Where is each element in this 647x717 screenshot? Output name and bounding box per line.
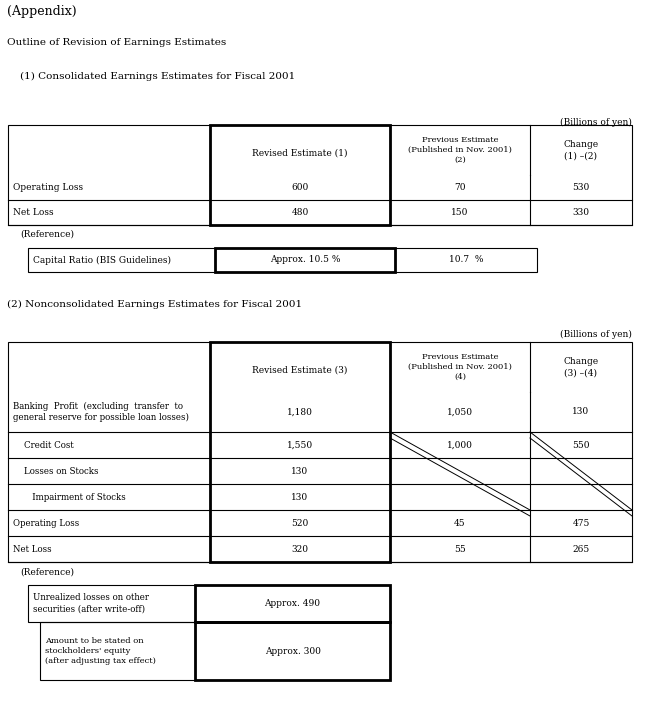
Text: 70: 70	[454, 183, 466, 192]
Bar	[28, 585, 390, 622]
Text: 1,050: 1,050	[447, 407, 473, 417]
Text: Operating Loss: Operating Loss	[13, 518, 79, 528]
Text: Capital Ratio (BIS Guidelines): Capital Ratio (BIS Guidelines)	[33, 255, 171, 265]
Text: 330: 330	[573, 208, 589, 217]
Bar	[40, 622, 390, 680]
Text: 475: 475	[573, 518, 589, 528]
Text: 1,000: 1,000	[447, 440, 473, 450]
Bar	[210, 125, 390, 225]
Text: Outline of Revision of Earnings Estimates: Outline of Revision of Earnings Estimate…	[7, 38, 226, 47]
Text: Amount to be stated on
stockholders' equity
(after adjusting tax effect): Amount to be stated on stockholders' equ…	[45, 637, 156, 665]
Text: 130: 130	[291, 467, 309, 475]
Bar	[195, 585, 390, 622]
Text: Revised Estimate (3): Revised Estimate (3)	[252, 366, 347, 374]
Text: Approx. 10.5 %: Approx. 10.5 %	[270, 255, 340, 265]
Text: Change
(3) –(4): Change (3) –(4)	[564, 357, 598, 377]
Text: (Reference): (Reference)	[20, 568, 74, 577]
Bar	[28, 248, 537, 272]
Text: 520: 520	[291, 518, 309, 528]
Bar	[8, 342, 632, 562]
Text: Previous Estimate
(Published in Nov. 2001)
(2): Previous Estimate (Published in Nov. 200…	[408, 136, 512, 163]
Text: 550: 550	[572, 440, 590, 450]
Text: Net Loss: Net Loss	[13, 208, 54, 217]
Text: (Appendix): (Appendix)	[7, 5, 76, 18]
Text: Net Loss: Net Loss	[13, 544, 52, 554]
Bar	[210, 342, 390, 562]
Text: Approx. 490: Approx. 490	[265, 599, 320, 608]
Bar	[195, 622, 390, 680]
Text: 480: 480	[291, 208, 309, 217]
Text: Operating Loss: Operating Loss	[13, 183, 83, 192]
Text: Unrealized losses on other
securities (after write-off): Unrealized losses on other securities (a…	[33, 594, 149, 614]
Text: 1,550: 1,550	[287, 440, 313, 450]
Bar	[215, 248, 395, 272]
Text: (2) Nonconsolidated Earnings Estimates for Fiscal 2001: (2) Nonconsolidated Earnings Estimates f…	[7, 300, 302, 309]
Text: Credit Cost: Credit Cost	[13, 440, 74, 450]
Text: (Billions of yen): (Billions of yen)	[560, 330, 632, 339]
Text: 150: 150	[452, 208, 468, 217]
Text: 265: 265	[573, 544, 589, 554]
Text: 600: 600	[291, 183, 309, 192]
Text: Change
(1) –(2): Change (1) –(2)	[564, 140, 598, 160]
Text: 10.7  %: 10.7 %	[449, 255, 483, 265]
Bar	[8, 125, 632, 225]
Text: 130: 130	[573, 407, 589, 417]
Text: 530: 530	[573, 183, 589, 192]
Text: 130: 130	[291, 493, 309, 501]
Text: (Reference): (Reference)	[20, 230, 74, 239]
Text: (Billions of yen): (Billions of yen)	[560, 118, 632, 127]
Text: 1,180: 1,180	[287, 407, 313, 417]
Text: Banking  Profit  (excluding  transfer  to
general reserve for possible loan loss: Banking Profit (excluding transfer to ge…	[13, 402, 189, 422]
Text: 55: 55	[454, 544, 466, 554]
Text: Losses on Stocks: Losses on Stocks	[13, 467, 98, 475]
Text: 45: 45	[454, 518, 466, 528]
Text: Impairment of Stocks: Impairment of Stocks	[13, 493, 126, 501]
Text: Approx. 300: Approx. 300	[265, 647, 320, 655]
Text: Revised Estimate (1): Revised Estimate (1)	[252, 148, 347, 158]
Text: Previous Estimate
(Published in Nov. 2001)
(4): Previous Estimate (Published in Nov. 200…	[408, 353, 512, 381]
Text: (1) Consolidated Earnings Estimates for Fiscal 2001: (1) Consolidated Earnings Estimates for …	[20, 72, 295, 81]
Text: 320: 320	[292, 544, 309, 554]
